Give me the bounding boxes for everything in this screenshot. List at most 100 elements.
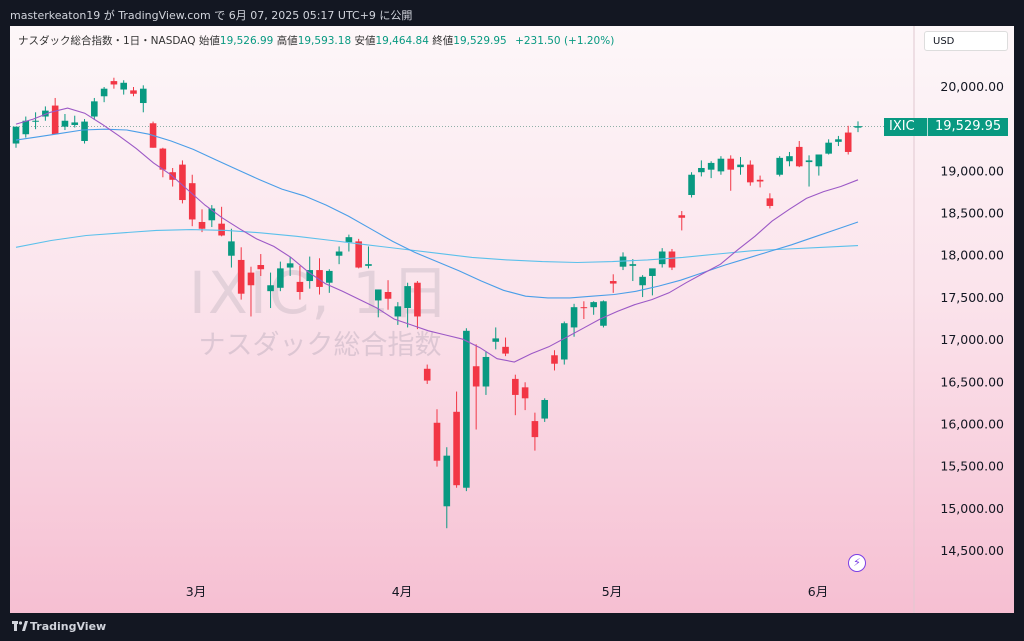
candle-body [365, 264, 372, 266]
candle-body [502, 346, 509, 354]
candle-body [423, 368, 431, 381]
footer-bar: TradingView [0, 613, 1024, 641]
close-value: 19,529.95 [453, 35, 507, 47]
candle-body [453, 411, 460, 486]
y-tick-label: 15,000.00 [940, 501, 1004, 516]
candle-body [492, 338, 500, 342]
candle-body [374, 289, 382, 301]
candle-body [766, 198, 774, 206]
ma-short-line [15, 107, 859, 363]
candle-body [531, 421, 539, 438]
footer-brand[interactable]: TradingView [30, 620, 107, 633]
close-label: 終値 [432, 35, 454, 47]
candlestick-chart[interactable]: 20,000.0019,500.0019,000.0018,500.0018,0… [10, 26, 1014, 613]
candle-body [747, 164, 754, 183]
candle-body [218, 223, 225, 236]
candle-body [795, 146, 803, 167]
candle-body [472, 366, 480, 387]
change-value: +231.50 (+1.20%) [515, 35, 615, 47]
candle-body [629, 264, 637, 266]
ma-long-line [15, 229, 859, 264]
last-price-tag: IXIC 19,529.95 [884, 118, 1008, 136]
candle-body [326, 270, 333, 283]
candle-body [433, 422, 441, 461]
y-tick-label: 20,000.00 [940, 79, 1004, 94]
candle-body [81, 121, 88, 141]
candle-body [404, 286, 411, 309]
candle-body [247, 272, 255, 286]
candle-body [707, 162, 715, 170]
candle-body [825, 142, 832, 154]
candle-body [698, 167, 705, 173]
candle-body [179, 164, 186, 201]
y-tick-label: 16,500.00 [940, 374, 1004, 389]
candle-body [688, 174, 695, 195]
candle-body [521, 387, 529, 399]
candle-body [267, 285, 274, 292]
price-tag-divider [927, 118, 928, 136]
candle-body [188, 183, 196, 220]
y-tick-label: 18,500.00 [940, 206, 1004, 221]
candle-body [286, 263, 294, 268]
candle-body [100, 88, 108, 97]
y-tick-label: 15,500.00 [940, 459, 1004, 474]
candle-body [22, 120, 30, 135]
candle-body [306, 270, 314, 282]
x-tick-label: 3月 [186, 584, 206, 599]
candle-body [541, 399, 548, 419]
candle-body [91, 101, 98, 117]
candle-body [316, 270, 323, 287]
candle-body [844, 132, 852, 152]
candle-body [277, 268, 284, 288]
chart-area[interactable]: IXIC, 1日 ナスダック総合指数 20,000.0019,500.0019,… [10, 26, 1014, 613]
open-value: 19,526.99 [219, 35, 274, 47]
low-value: 19,464.84 [375, 35, 429, 47]
candle-body [61, 120, 69, 127]
candle-body [130, 90, 137, 94]
candle-body [463, 330, 470, 488]
high-label: 高値 [276, 35, 298, 47]
top-bar: masterkeaton19 が TradingView.com で 6月 07… [0, 0, 1024, 26]
candle-body [590, 302, 597, 308]
candle-body [512, 378, 519, 395]
candle-body [678, 215, 686, 218]
y-tick-label: 16,000.00 [940, 416, 1004, 431]
candle-body [384, 292, 392, 299]
published-line: masterkeaton19 が TradingView.com で 6月 07… [10, 9, 413, 22]
candle-body [560, 323, 568, 360]
low-label: 安値 [354, 35, 376, 47]
candle-body [737, 164, 744, 168]
instrument-label: ナスダック総合指数・1日・NASDAQ [18, 35, 196, 47]
currency-button[interactable]: USD [924, 31, 1008, 51]
candle-body [717, 158, 725, 172]
x-tick-label: 4月 [392, 584, 412, 599]
candle-body [237, 259, 245, 294]
candle-body [296, 281, 304, 293]
candle-body [815, 154, 823, 167]
x-tick-label: 6月 [808, 584, 828, 599]
candle-body [649, 268, 656, 276]
candle-body [786, 156, 793, 162]
candle-body [355, 241, 362, 268]
candle-body [208, 208, 216, 221]
candle-body [335, 251, 343, 256]
candle-body [198, 221, 206, 229]
candle-body [805, 160, 813, 163]
candle-body [139, 88, 147, 104]
candle-body [32, 120, 39, 122]
price-tag-symbol: IXIC [889, 119, 915, 134]
candle-body [110, 81, 118, 85]
lightning-icon[interactable]: ⚡ [848, 554, 866, 572]
candle-body [51, 105, 59, 135]
candle-body [551, 355, 558, 364]
tradingview-logo-icon[interactable] [12, 621, 28, 631]
candle-body [71, 122, 79, 125]
candle-body [668, 251, 676, 268]
candle-body [756, 179, 764, 182]
candle-body [42, 110, 49, 117]
candle-body [159, 148, 167, 170]
candle-body [570, 307, 578, 328]
candle-body [658, 251, 666, 265]
candle-body [394, 306, 402, 317]
x-tick-label: 5月 [602, 584, 622, 599]
